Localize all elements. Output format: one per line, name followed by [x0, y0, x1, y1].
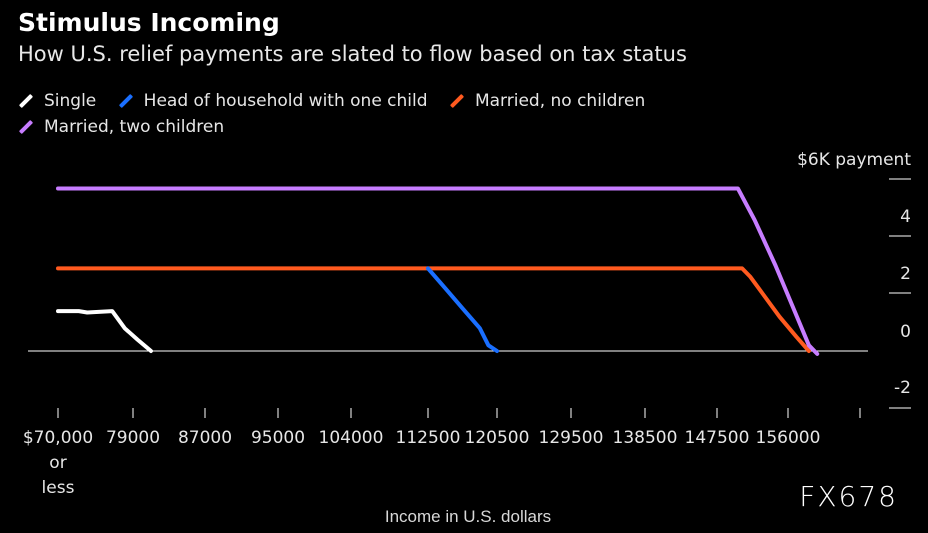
x-tick-label-4: 104000	[319, 428, 384, 448]
legend-item-single: Single	[18, 88, 96, 114]
x-tick-label-extra-1: less	[42, 478, 75, 498]
series-line-head-of-household-with-one-child	[426, 266, 499, 353]
legend-label-married-no-children: Married, no children	[474, 91, 646, 111]
y-tick-label-3: -2	[894, 378, 911, 398]
y-tick-label-2: 0	[900, 322, 911, 342]
legend-label-married-two-children: Married, two children	[44, 117, 225, 137]
series-line-married-two-children	[56, 186, 820, 356]
x-tick-label-1: 79000	[106, 428, 160, 448]
legend-label-head-of-household: Head of household with one child	[143, 91, 428, 111]
y-axis-label: $6K payment	[797, 150, 911, 170]
x-tick-label-5: 112500	[396, 428, 461, 448]
legend-item-head-of-household: Head of household with one child	[118, 88, 428, 114]
y-tick-label-1: 2	[900, 264, 911, 284]
series-line-single	[56, 309, 153, 353]
chart-subtitle: How U.S. relief payments are slated to f…	[18, 42, 687, 66]
legend-label-single: Single	[44, 91, 97, 111]
x-tick-label-2: 87000	[178, 428, 232, 448]
x-axis-title: Income in U.S. dollars	[385, 507, 551, 526]
legend-item-married-two-children: Married, two children	[18, 114, 224, 140]
watermark: FX678	[799, 480, 898, 513]
chart-legend: Single Head of household with one child …	[18, 88, 718, 140]
x-tick-label-0: $70,000	[23, 428, 93, 448]
x-tick-label-9: 147500	[685, 428, 750, 448]
x-tick-label-3: 95000	[251, 428, 305, 448]
x-tick-label-7: 129500	[539, 428, 604, 448]
x-tick-label-10: 156000	[756, 428, 821, 448]
legend-item-married-no-children: Married, no children	[449, 88, 645, 114]
y-tick-label-0: 4	[900, 207, 911, 227]
x-tick-label-extra-0: or	[49, 453, 66, 473]
chart-title: Stimulus Incoming	[18, 8, 280, 37]
x-tick-label-6: 120500	[465, 428, 530, 448]
series-line-married-no-children	[56, 266, 811, 353]
x-tick-label-8: 138500	[613, 428, 678, 448]
